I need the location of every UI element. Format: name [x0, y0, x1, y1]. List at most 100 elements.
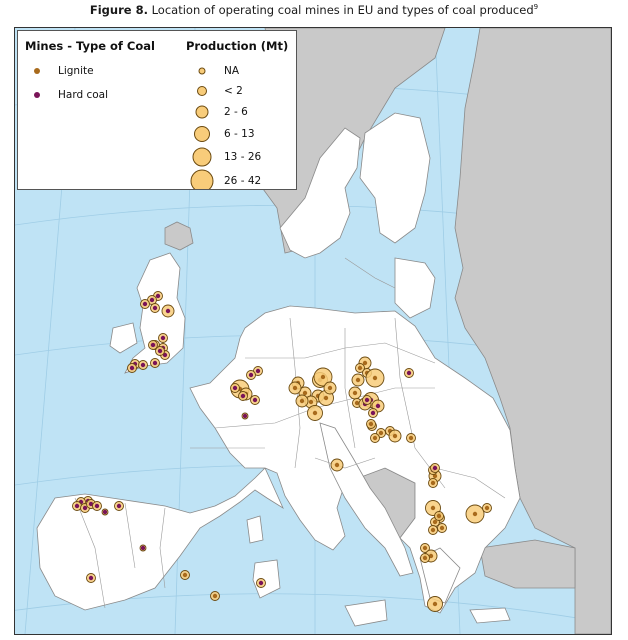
legend-class-label: 6 - 13 [224, 128, 255, 140]
lignite-dot [430, 480, 436, 486]
mine-marker [148, 340, 158, 350]
mine-marker [406, 433, 416, 443]
legend-class-label: 2 - 6 [224, 106, 248, 118]
mine-marker [355, 363, 365, 373]
figure-title: Figure 8. Location of operating coal min… [0, 3, 628, 17]
lignite-dot [327, 385, 333, 391]
hard-coal-dot [255, 368, 261, 374]
hard-coal-dot [160, 335, 166, 341]
lignite-dot [430, 505, 436, 511]
hard-coal-dot [232, 385, 238, 391]
mine-marker [238, 391, 248, 401]
mine-marker [348, 386, 362, 400]
mine-marker [250, 395, 260, 405]
hard-coal-dot [242, 413, 248, 419]
legend-class-13-26 [192, 147, 212, 167]
mine-marker [351, 373, 365, 387]
lignite-dot [432, 601, 438, 607]
lignite-dot [422, 555, 428, 561]
mines-layer [72, 291, 492, 612]
lignite-dot [430, 527, 436, 533]
hard-coal-dot [142, 301, 148, 307]
mine-marker [434, 511, 444, 521]
mine-marker [155, 346, 165, 356]
lignite-dot [378, 430, 384, 436]
footnote-ref: 9 [533, 3, 539, 12]
mine-marker [158, 333, 168, 343]
map-canvas [15, 28, 611, 634]
mine-marker [427, 596, 443, 612]
mine-marker [101, 508, 109, 516]
lignite-dot [334, 462, 340, 468]
hard-coal-dot [140, 362, 146, 368]
lignite-dot [432, 473, 438, 479]
mine-marker [295, 394, 309, 408]
lignite-dot [320, 374, 326, 380]
mine-marker [428, 478, 438, 488]
mine-marker [180, 570, 190, 580]
lignite-dot [212, 593, 218, 599]
mine-marker [150, 358, 160, 368]
hard-coal-dot [88, 501, 94, 507]
lignite-dot [182, 572, 188, 578]
hard-coal-dot [406, 370, 412, 376]
eu-land [36, 112, 521, 627]
hard-coal-dot [248, 372, 254, 378]
lignite-dot [355, 377, 361, 383]
lignite-dot [422, 545, 428, 551]
legend-hardcoal-label: Hard coal [58, 89, 109, 101]
mine-marker [362, 395, 372, 405]
hard-coal-dot [252, 397, 258, 403]
lignite-dot [352, 390, 358, 396]
mine-marker [114, 501, 124, 511]
hard-coal-dot [364, 397, 370, 403]
hard-coal-dot [258, 580, 264, 586]
lignite-dot [299, 398, 305, 404]
lignite-dot [372, 435, 378, 441]
hard-coal-dot [140, 545, 146, 551]
mine-marker [140, 299, 150, 309]
lignite-dot [312, 410, 318, 416]
mine-marker [388, 429, 402, 443]
mine-marker [428, 525, 438, 535]
lignite-dot [392, 433, 398, 439]
mine-marker [246, 370, 256, 380]
mine-marker [138, 360, 148, 370]
mine-marker [288, 381, 302, 395]
lignite-dot [354, 400, 360, 406]
mine-marker [241, 412, 249, 420]
mine-marker [323, 381, 337, 395]
figure-caption: Location of operating coal mines in EU a… [147, 3, 534, 17]
hard-coal-dot [102, 509, 108, 515]
hard-coal-dot [370, 410, 376, 416]
mine-marker [370, 433, 380, 443]
lignite-dot [436, 513, 442, 519]
legend-class-na [198, 67, 206, 75]
legend-class-label: 13 - 26 [224, 151, 262, 163]
legend-class-26-42 [190, 169, 214, 189]
mine-marker [72, 501, 82, 511]
hard-coal-dot [74, 503, 80, 509]
mine-marker [161, 304, 175, 318]
legend-lignite-label: Lignite [58, 65, 94, 77]
mine-marker [92, 501, 102, 511]
mine-marker [430, 463, 440, 473]
mine-marker [365, 368, 385, 388]
lignite-dot [472, 511, 478, 517]
lignite-dot [357, 365, 363, 371]
lignite-dot [292, 385, 298, 391]
mine-marker [352, 398, 362, 408]
mine-marker [86, 573, 96, 583]
lignite-dot [302, 390, 308, 396]
lignite-dot [408, 435, 414, 441]
mine-marker [313, 367, 333, 387]
lignite-dot [439, 525, 445, 531]
mine-marker [420, 553, 430, 563]
lignite-dot [323, 395, 329, 401]
hard-coal-dot [157, 348, 163, 354]
lignite-dot [368, 421, 374, 427]
mine-marker [465, 504, 485, 524]
hard-coal-dot [240, 393, 246, 399]
hard-coal-dot [129, 365, 135, 371]
legend-type-title: Mines - Type of Coal [25, 39, 155, 53]
